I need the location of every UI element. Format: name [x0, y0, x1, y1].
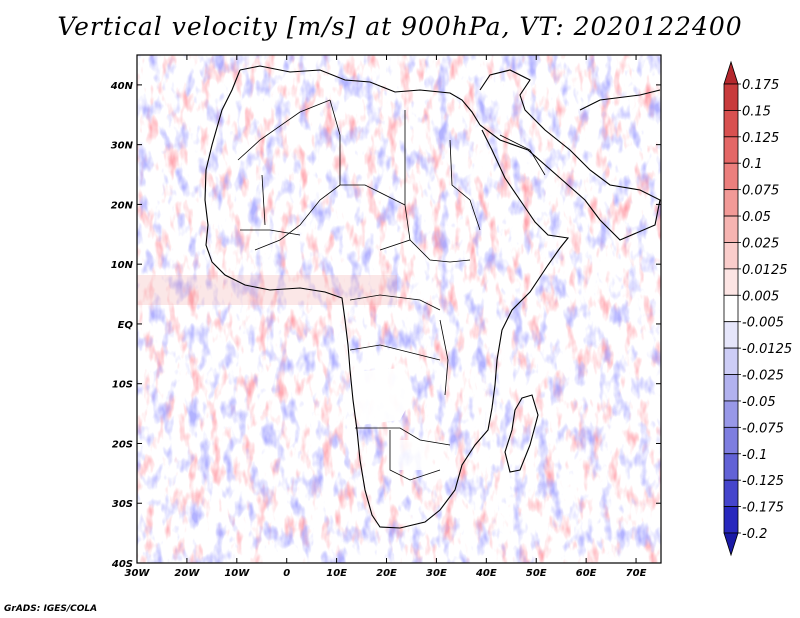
- lon-label: 10W: [224, 568, 250, 579]
- lat-label: 30S: [112, 499, 133, 510]
- colorbar-swatch: [723, 162, 739, 191]
- colorbar-label: 0.075: [742, 184, 779, 199]
- colorbar-swatch: [723, 426, 739, 455]
- colorbar-label: 0.05: [742, 210, 771, 225]
- colorbar-label: 0.125: [742, 131, 779, 146]
- map-border: [136, 54, 662, 564]
- colorbar-label: -0.005: [742, 316, 784, 331]
- country-borders: [237, 99, 546, 481]
- lon-label: 40E: [475, 568, 497, 579]
- colorbar-label: 0.005: [742, 289, 779, 304]
- colorbar-label: -0.075: [742, 421, 784, 436]
- colorbar-swatch: [723, 189, 739, 217]
- lon-label: 10E: [326, 568, 347, 579]
- lat-label: 20S: [112, 439, 133, 450]
- lon-label: 30W: [125, 568, 151, 579]
- lat-label: 40N: [110, 81, 134, 92]
- colorbar-swatch: [723, 215, 739, 243]
- lon-label: 0: [283, 568, 290, 579]
- colorbar: 0.175 0.15 0.125 0.1 0.075 0.05 0.025 0.0125 0.0…: [723, 60, 792, 557]
- lat-label: 20N: [111, 200, 134, 211]
- colorbar-label: 0.1: [742, 157, 763, 172]
- lon-label: 60E: [576, 568, 597, 579]
- colorbar-bottom-arrow: [723, 532, 739, 557]
- colorbar-label: -0.1: [742, 448, 767, 463]
- colorbar-swatch: [723, 347, 739, 375]
- map-panel: [136, 54, 662, 564]
- lat-label: 10N: [111, 260, 134, 271]
- colorbar-swatch: [723, 294, 739, 323]
- lon-label: 20W: [174, 568, 200, 579]
- lat-label: 30N: [111, 141, 134, 152]
- colorbar-swatch: [723, 506, 739, 534]
- colorbar-label: -0.0125: [742, 342, 792, 357]
- colorbar-swatch: [723, 110, 739, 138]
- colorbar-label: -0.05: [742, 395, 776, 410]
- lat-label: EQ: [118, 320, 134, 331]
- colorbar-swatch: [723, 242, 739, 270]
- lat-label: 40S: [111, 559, 133, 570]
- colorbar-label: -0.175: [742, 501, 784, 516]
- colorbar-swatch: [723, 400, 739, 428]
- lon-label: 20E: [376, 568, 397, 579]
- longitude-axis: 30W 20W 10W 0 10E 20E 30E 40E 50E 60E 70E: [125, 55, 647, 579]
- lon-label: 70E: [626, 568, 647, 579]
- lon-label: 30E: [426, 568, 447, 579]
- colorbar-label: 0.025: [742, 236, 779, 251]
- colorbar-label: 0.0125: [742, 263, 788, 278]
- velocity-field: [137, 55, 661, 563]
- colorbar-swatch: [723, 321, 739, 349]
- colorbar-label: -0.2: [742, 527, 767, 542]
- colorbar-label: 0.15: [742, 104, 771, 119]
- lat-label: 10S: [112, 380, 133, 391]
- colorbar-swatch: [723, 453, 739, 481]
- coastlines: [204, 65, 661, 529]
- colorbar-swatch: [723, 83, 739, 111]
- colorbar-label: 0.175: [742, 78, 779, 93]
- colorbar-top-arrow: [723, 60, 739, 85]
- latitude-axis: 40N 30N 20N 10N EQ 10S 20S 30S 40S: [110, 81, 661, 570]
- colorbar-swatch: [723, 268, 739, 296]
- credit-text: GrADS: IGES/COLA: [4, 604, 98, 614]
- lon-label: 50E: [526, 568, 547, 579]
- colorbar-swatch: [723, 374, 739, 402]
- colorbar-label: -0.025: [742, 369, 784, 384]
- colorbar-label: -0.125: [742, 474, 784, 489]
- colorbar-swatch: [723, 479, 739, 507]
- colorbar-swatch: [723, 136, 739, 164]
- map-title: Vertical velocity [m/s] at 900hPa, VT: 2…: [57, 12, 743, 41]
